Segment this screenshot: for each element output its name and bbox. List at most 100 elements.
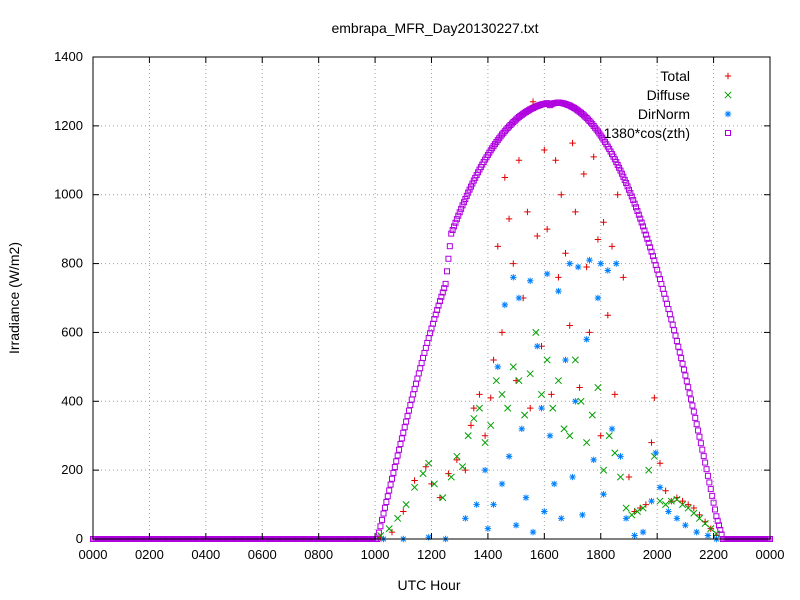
legend-label: 1380*cos(zth) [604, 125, 690, 141]
data-point [645, 466, 653, 474]
y-tick-label: 800 [61, 256, 83, 271]
envelope-point [634, 207, 641, 214]
data-point [487, 421, 495, 429]
data-point [590, 456, 597, 464]
data-point [538, 404, 545, 412]
envelope-point [397, 440, 404, 447]
y-tick-label: 1000 [54, 187, 83, 202]
legend-marker [724, 72, 732, 80]
data-point [628, 511, 636, 519]
data-point [481, 432, 489, 439]
data-point [498, 480, 506, 488]
envelope-point [415, 370, 422, 377]
x-tick-label: 2200 [699, 547, 728, 562]
data-point [560, 425, 568, 433]
data-point [402, 501, 410, 509]
data-point [648, 439, 655, 446]
data-point [447, 473, 455, 481]
envelope-point [661, 290, 668, 297]
envelope-point [665, 306, 672, 313]
data-point [490, 501, 497, 508]
data-point [494, 243, 501, 250]
y-tick-label: 1400 [54, 49, 83, 64]
data-point [701, 519, 709, 528]
envelope-point [630, 197, 637, 204]
x-axis-label: UTC Hour [397, 577, 460, 593]
data-point [524, 208, 531, 216]
data-point [608, 243, 616, 250]
data-point [588, 411, 596, 419]
envelope-point [438, 293, 445, 300]
envelope-point [434, 307, 441, 314]
data-point [577, 397, 585, 405]
data-point [541, 146, 548, 154]
data-point [558, 191, 565, 198]
envelope-point [410, 391, 417, 398]
data-point [580, 170, 588, 178]
y-tick-label: 600 [61, 324, 83, 339]
data-point [695, 514, 704, 522]
data-point [625, 473, 633, 481]
legend-marker [724, 91, 732, 99]
data-point [648, 497, 655, 505]
envelope-point [458, 205, 465, 212]
envelope-point [452, 219, 459, 226]
envelope-point [623, 180, 630, 187]
data-point [484, 525, 492, 532]
data-point [558, 515, 565, 522]
envelope-point [377, 523, 384, 530]
data-point [586, 329, 593, 336]
data-point [504, 404, 512, 412]
envelope-point [455, 212, 462, 219]
data-point [684, 501, 692, 508]
data-point [693, 528, 700, 536]
tick-layer: 0000 0200 0400 0600 0800 1000 1200 1400 1600 1800… [54, 49, 784, 562]
data-point [481, 466, 489, 474]
x-tick-label: 0400 [191, 547, 220, 562]
data-point [543, 225, 551, 233]
data-point [510, 274, 517, 281]
series-0 [377, 98, 720, 541]
data-point [526, 370, 534, 378]
data-point [613, 260, 620, 267]
envelope-point [420, 354, 427, 361]
data-point [586, 256, 593, 264]
envelope-point [387, 481, 394, 488]
envelope-point [704, 472, 711, 479]
envelope-point [688, 396, 695, 403]
data-point [566, 260, 573, 267]
data-point [604, 267, 612, 274]
envelope-point [448, 230, 455, 237]
envelope-point [391, 464, 398, 471]
data-point [622, 515, 630, 522]
envelope-point [689, 402, 696, 409]
data-point [652, 449, 659, 457]
data-point [453, 452, 461, 460]
envelope-point [672, 332, 679, 339]
data-point [521, 411, 529, 419]
data-point [505, 453, 513, 460]
envelope-point [633, 204, 640, 211]
x-tick-label: 1400 [473, 547, 502, 562]
data-point [411, 483, 419, 491]
data-point [679, 501, 687, 509]
data-point [534, 343, 541, 350]
legend-marker [724, 110, 732, 118]
envelope-point [465, 189, 472, 196]
envelope-point [707, 486, 714, 493]
data-point [667, 497, 675, 505]
data-point [394, 514, 402, 522]
envelope-point [642, 231, 649, 238]
data-point [555, 287, 562, 295]
data-point [673, 495, 681, 503]
envelope-point [693, 421, 700, 428]
envelope-point [449, 227, 456, 234]
data-point [579, 511, 586, 519]
envelope-point [459, 202, 466, 209]
data-point [473, 501, 480, 508]
envelope-point [456, 209, 463, 216]
data-point [501, 301, 509, 309]
envelope-point [414, 375, 421, 382]
data-point [512, 522, 520, 529]
data-point [583, 336, 590, 343]
